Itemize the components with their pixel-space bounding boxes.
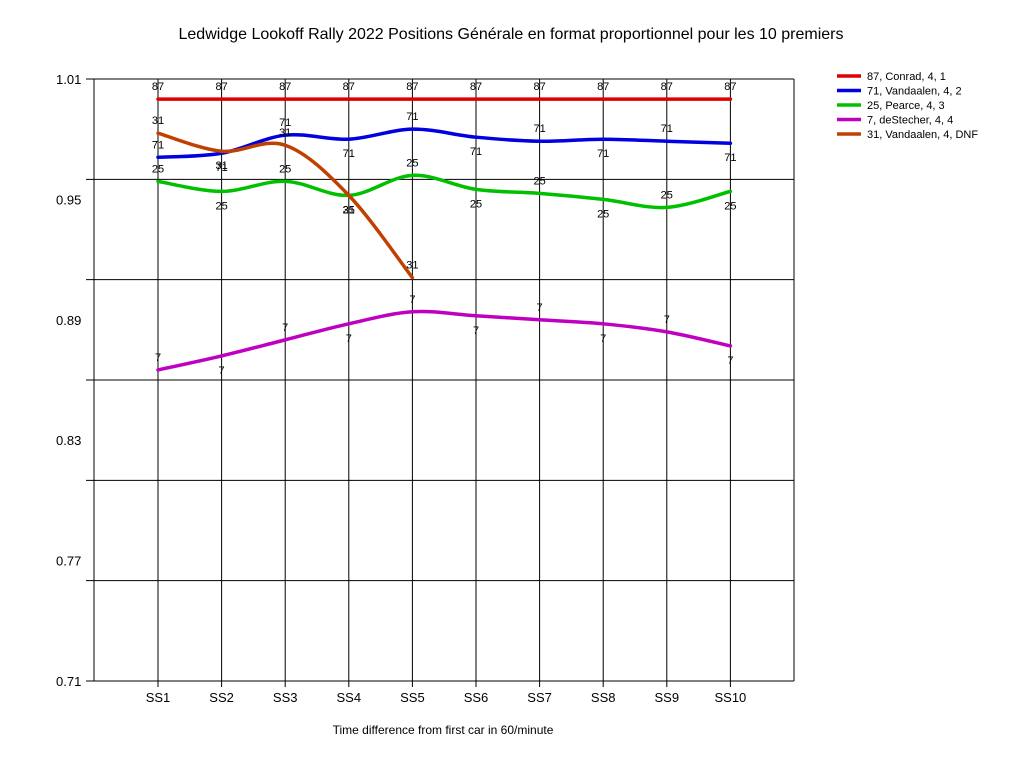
x-tick-label: SS6 <box>464 690 489 705</box>
y-tick-label: 1.01 <box>56 72 81 87</box>
x-axis-label: Time difference from first car in 60/min… <box>333 723 554 737</box>
point-label: 7 <box>155 352 161 364</box>
legend-label: 31, Vandaalen, 4, DNF <box>867 129 978 141</box>
point-label: 7 <box>282 322 288 334</box>
x-tick-label: SS1 <box>146 690 171 705</box>
legend-label: 7, deStecher, 4, 4 <box>867 115 953 127</box>
point-label: 87 <box>597 81 609 93</box>
point-label: 25 <box>597 208 609 220</box>
legend-label: 71, Vandaalen, 4, 2 <box>867 86 962 98</box>
point-label: 7 <box>727 355 733 367</box>
point-label: 7 <box>664 314 670 326</box>
point-label: 87 <box>661 81 673 93</box>
point-label: 87 <box>343 81 355 93</box>
point-label: 25 <box>661 189 673 201</box>
point-label: 87 <box>406 81 418 93</box>
legend-label: 25, Pearce, 4, 3 <box>867 100 945 112</box>
grid-lines <box>86 78 794 687</box>
point-label: 25 <box>470 198 482 210</box>
y-tick-label: 0.71 <box>56 674 81 689</box>
legend: 87, Conrad, 4, 1 71, Vandaalen, 4, 2 25, P… <box>837 71 978 141</box>
point-label: 7 <box>409 294 415 306</box>
y-tick-label: 0.83 <box>56 433 81 448</box>
x-tick-label: SS9 <box>655 690 680 705</box>
x-tick-label: SS3 <box>273 690 298 705</box>
point-label: 71 <box>724 152 736 164</box>
x-tick-label: SS4 <box>337 690 362 705</box>
point-label: 87 <box>279 81 291 93</box>
point-label: 71 <box>152 139 164 151</box>
point-label: 7 <box>537 302 543 314</box>
point-label: 87 <box>470 81 482 93</box>
point-label: 25 <box>343 204 355 216</box>
point-label: 71 <box>661 123 673 135</box>
y-tick-label: 0.77 <box>56 554 81 569</box>
point-label: 87 <box>152 81 164 93</box>
point-label: 31 <box>152 115 164 127</box>
point-label: 25 <box>279 163 291 175</box>
x-tick-label: SS2 <box>209 690 234 705</box>
point-label: 87 <box>724 81 736 93</box>
y-tick-label: 0.95 <box>56 192 81 207</box>
series-line <box>156 173 733 210</box>
point-label: 25 <box>215 200 227 212</box>
x-axis-ticks: SS1 SS2 SS3 SS4 SS5 SS6 SS7 SS8 SS9 SS10 <box>146 690 747 705</box>
point-label: 31 <box>279 127 291 139</box>
point-label: 7 <box>473 325 479 337</box>
point-label: 25 <box>152 163 164 175</box>
legend-label: 87, Conrad, 4, 1 <box>867 71 946 83</box>
point-label: 31 <box>343 204 355 216</box>
x-tick-label: SS8 <box>591 690 616 705</box>
point-label: 25 <box>724 200 736 212</box>
series-line <box>156 309 733 372</box>
point-label: 71 <box>343 148 355 160</box>
point-label: 71 <box>406 111 418 123</box>
chart-title: Ledwidge Lookoff Rally 2022 Positions Gé… <box>179 26 844 43</box>
point-label: 87 <box>533 81 545 93</box>
point-label: 25 <box>406 157 418 169</box>
point-label: 25 <box>533 175 545 187</box>
series-line <box>156 127 733 160</box>
point-label: 71 <box>215 162 227 174</box>
point-label: 31 <box>215 160 227 172</box>
point-label: 7 <box>219 365 225 377</box>
series-line <box>156 131 415 280</box>
point-label: 71 <box>533 123 545 135</box>
point-label: 7 <box>346 333 352 345</box>
y-axis-ticks: 1.01 0.95 0.89 0.83 0.77 0.71 <box>56 72 81 689</box>
point-label: 87 <box>215 81 227 93</box>
point-label: 71 <box>279 117 291 129</box>
point-label: 31 <box>406 260 418 272</box>
y-tick-label: 0.89 <box>56 313 81 328</box>
point-label: 71 <box>470 146 482 158</box>
series-lines <box>156 97 733 372</box>
x-tick-label: SS10 <box>714 690 746 705</box>
point-label: 7 <box>600 333 606 345</box>
point-labels: 87 87 87 87 87 87 87 87 87 87 71 71 71 71 71 71 71 71 71 71… <box>152 81 737 377</box>
x-tick-label: SS7 <box>527 690 552 705</box>
plot-frame <box>93 79 795 682</box>
point-label: 71 <box>597 148 609 160</box>
x-tick-label: SS5 <box>400 690 425 705</box>
